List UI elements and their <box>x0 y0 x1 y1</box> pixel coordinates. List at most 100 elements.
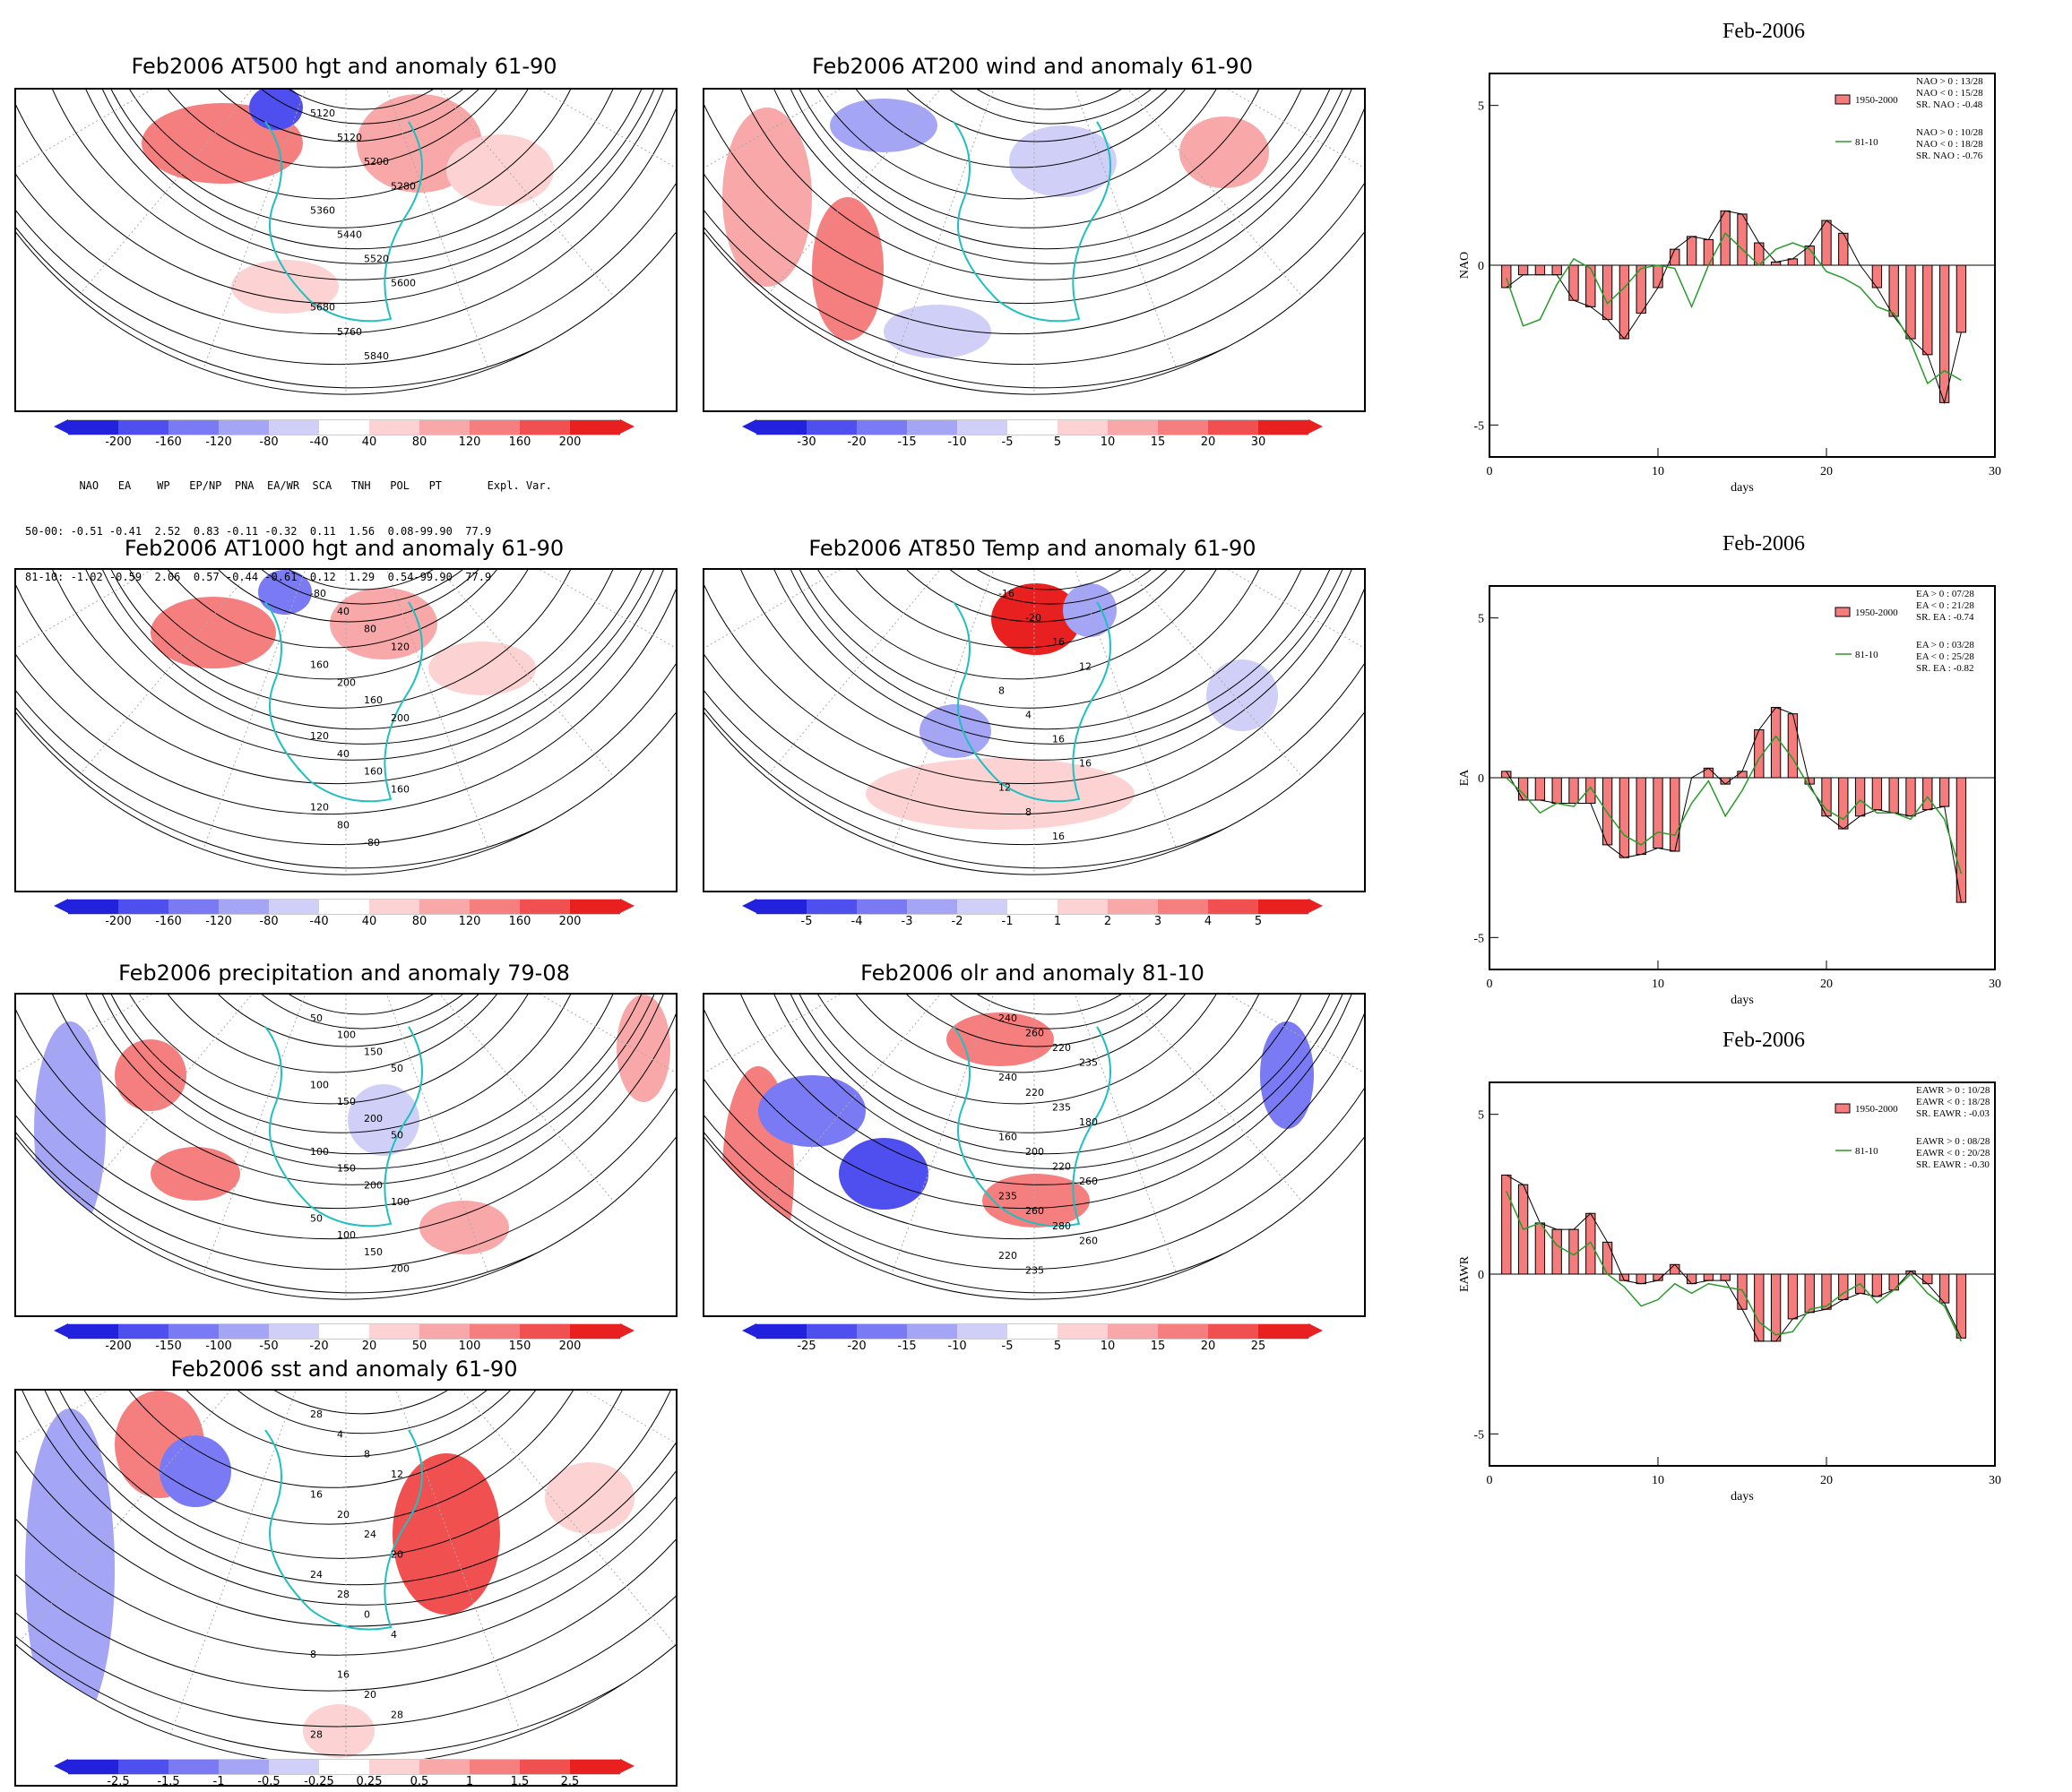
colorbar-tick-label: -10 <box>947 1340 967 1353</box>
contour-line <box>16 570 676 815</box>
colorbar <box>742 899 1323 915</box>
anomaly-shading <box>446 134 554 206</box>
contour-label: 0 <box>364 1609 370 1621</box>
colorbar-tick-label: -160 <box>155 435 182 449</box>
colorbar-labels: -5 -4 -3 -2 -1 1 2 3 4 5 <box>742 915 1323 931</box>
colorbar-arrow-high <box>620 1759 635 1773</box>
colorbar-segment <box>269 419 319 435</box>
x-axis-label: days <box>1731 481 1754 495</box>
legend-stat: SR. NAO : -0.76 <box>1916 151 1983 161</box>
colorbar-segment <box>168 1323 219 1340</box>
colorbar-tick-label: 200 <box>558 915 582 928</box>
colorbar-segment <box>118 1323 168 1340</box>
colorbar-tick-label: 30 <box>1250 435 1266 449</box>
colorbar-segment <box>1108 419 1158 435</box>
colorbar-segment <box>269 899 319 915</box>
colorbar-segment <box>1258 899 1308 915</box>
colorbar-tick-label: -4 <box>850 915 863 928</box>
colorbar-segment <box>219 1323 269 1340</box>
contour-line <box>774 570 1284 709</box>
colorbar-segment <box>319 419 369 435</box>
colorbar-tick-label: -200 <box>105 435 132 449</box>
map-panel: 50 100 150 50 100 150 200 50 100 150 200 100 50 100 15… <box>14 993 678 1317</box>
contour-line <box>786 995 1248 1105</box>
map-title: Feb2006 precipitation and anomaly 79-08 <box>118 961 570 986</box>
x-tick-label: 20 <box>1820 465 1833 478</box>
contour-line <box>166 570 531 623</box>
anomaly-shading <box>25 1409 115 1731</box>
y-tick-label: -5 <box>1473 419 1484 433</box>
colorbar-segment <box>68 1759 118 1775</box>
contour-label: 240 <box>998 1072 1017 1083</box>
legend-bar-swatch <box>1835 94 1851 105</box>
contour-label: 220 <box>1052 1042 1071 1054</box>
legend-stat: NAO > 0 : 10/28 <box>1916 127 1983 138</box>
contour-line <box>814 995 1228 1073</box>
colorbar-tick-label: 40 <box>361 915 377 928</box>
colorbar-segment <box>118 419 168 435</box>
contour-line <box>79 995 636 1155</box>
contour-line <box>79 1391 586 1488</box>
colorbar-arrow-high <box>1308 1323 1323 1338</box>
colorbar-arrow-low <box>54 1323 68 1338</box>
contour-label: 16 <box>337 1669 350 1681</box>
bar-outline-line <box>1506 210 1962 405</box>
x-axis-label: days <box>1731 1490 1754 1503</box>
anomaly-shading <box>348 1084 419 1156</box>
colorbar-segment <box>419 419 470 435</box>
contour-line <box>28 1391 654 1559</box>
colorbar-segment <box>570 1323 620 1340</box>
contour-line <box>854 90 1220 142</box>
colorbar-arrow-low <box>742 1323 756 1338</box>
colorbar-tick-label: -200 <box>105 915 132 928</box>
colorbar-segment <box>319 1323 369 1340</box>
contour-label: 4 <box>391 1629 397 1641</box>
contour-line <box>16 1391 676 1727</box>
bar <box>1568 777 1579 805</box>
contour-line <box>227 995 496 1015</box>
x-tick-label: 30 <box>1989 465 2001 478</box>
contour-label: 260 <box>1079 1176 1098 1187</box>
contour-line <box>98 570 559 680</box>
colorbar-arrow-low <box>54 899 68 913</box>
colorbar-segment <box>68 419 118 435</box>
contour-line <box>16 1391 676 1692</box>
colorbar-segment <box>369 1759 419 1775</box>
colorbar-tick-label: 15 <box>1150 1340 1166 1353</box>
anomaly-shading <box>758 1075 866 1147</box>
timeseries-chart: 5 0 -5 0 10 20 30 NAO 1950-2000 81-10 NAO > 0 : 13… <box>1459 72 2015 498</box>
contour-label: 5120 <box>310 108 335 119</box>
contour-label: 50 <box>310 1213 323 1225</box>
colorbar-tick-label: -2 <box>951 915 963 928</box>
legend-stat: EA < 0 : 25/28 <box>1916 651 1974 662</box>
series-line <box>1506 735 1963 874</box>
colorbar-segment <box>168 899 219 915</box>
contour-label: 200 <box>364 1179 383 1191</box>
colorbar-tick-label: -40 <box>309 435 329 449</box>
contour-label: 160 <box>310 659 329 670</box>
legend-bar-label: 1950-2000 <box>1855 95 1898 106</box>
bar <box>1871 1273 1883 1297</box>
colorbar-segment <box>118 899 168 915</box>
colorbar-segment <box>807 1323 857 1340</box>
colorbar-segment <box>807 419 857 435</box>
bar <box>1686 236 1697 266</box>
x-tick-label: 10 <box>1652 978 1664 991</box>
contour-label: 100 <box>337 1030 356 1041</box>
coastline <box>953 601 1111 803</box>
bar <box>1787 1273 1799 1320</box>
map-panel: -16 -20 16 12 8 4 16 16 12 8 16 <box>703 568 1366 892</box>
contour-line <box>854 570 1220 623</box>
colorbar <box>742 419 1323 435</box>
graticule-line <box>345 1391 676 1646</box>
contour-line <box>16 90 676 305</box>
colorbar-tick-label: 20 <box>361 1340 377 1353</box>
colorbar-tick-label: 1 <box>465 1775 474 1788</box>
y-axis-label: EA <box>1459 769 1472 787</box>
map-title: Feb2006 sst and anomaly 61-90 <box>170 1357 518 1382</box>
contour-label: 16 <box>1052 831 1065 842</box>
anomaly-shading <box>919 704 991 758</box>
contour-line <box>704 995 1364 1210</box>
contour-line <box>767 570 1325 730</box>
coastline <box>953 121 1111 323</box>
